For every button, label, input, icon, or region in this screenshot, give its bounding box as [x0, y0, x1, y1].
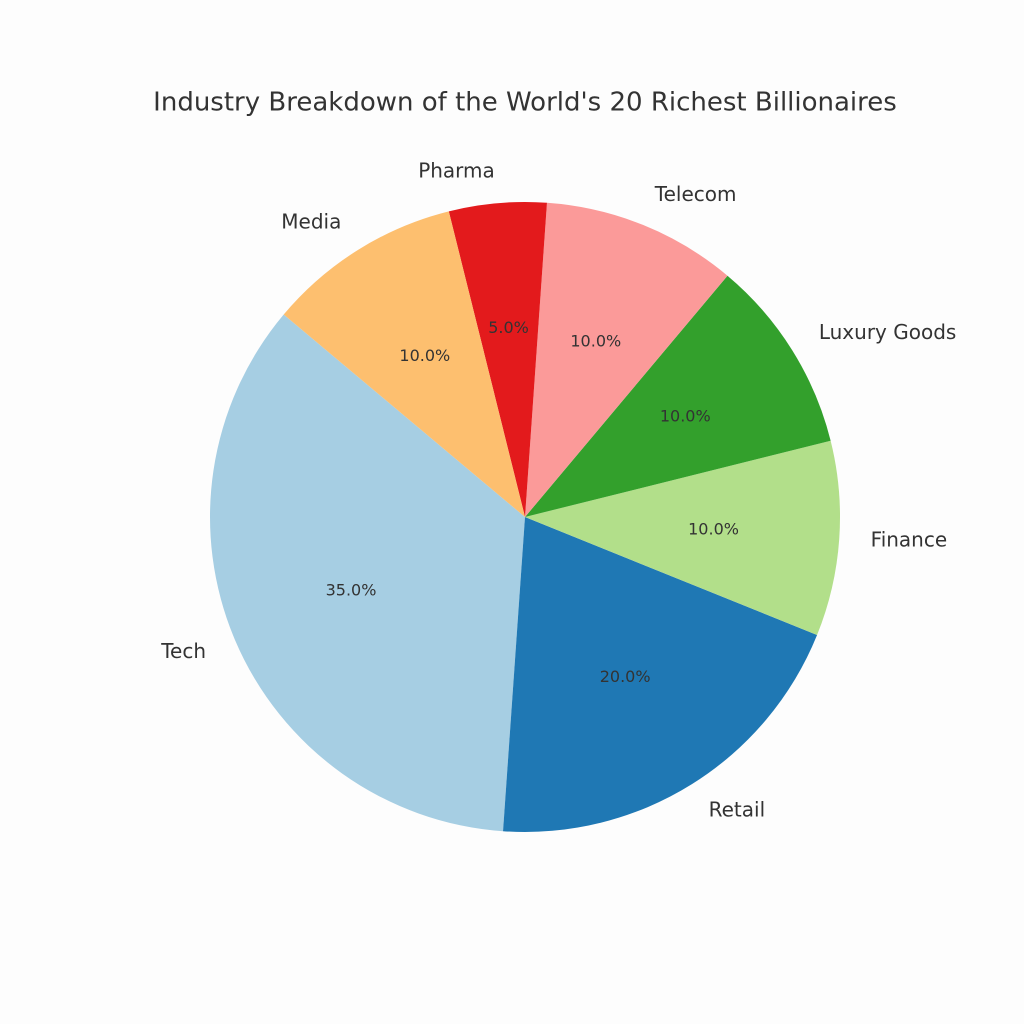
chart-title: Industry Breakdown of the World's 20 Ric…	[153, 88, 897, 118]
percent-label: 10.0%	[399, 346, 450, 365]
percent-label: 20.0%	[600, 667, 651, 686]
pie-slice	[525, 275, 831, 517]
slice-label: Retail	[709, 797, 766, 821]
pie-slice	[448, 201, 547, 517]
pie-slice	[210, 314, 525, 832]
pie-slice	[525, 440, 840, 636]
slice-label: Tech	[160, 639, 206, 663]
pie-slice	[503, 517, 818, 832]
slice-label: Pharma	[418, 158, 495, 182]
pie-slice	[525, 202, 728, 517]
slice-label: Finance	[871, 528, 948, 552]
percent-label: 5.0%	[488, 318, 529, 337]
percent-label: 10.0%	[660, 406, 711, 425]
slice-label: Media	[281, 210, 341, 234]
pie-slice	[283, 211, 525, 517]
slice-label: Luxury Goods	[819, 320, 956, 344]
percent-label: 10.0%	[570, 331, 621, 350]
percent-label: 10.0%	[688, 520, 739, 539]
slice-label: Telecom	[654, 182, 737, 206]
percent-label: 35.0%	[326, 580, 377, 599]
